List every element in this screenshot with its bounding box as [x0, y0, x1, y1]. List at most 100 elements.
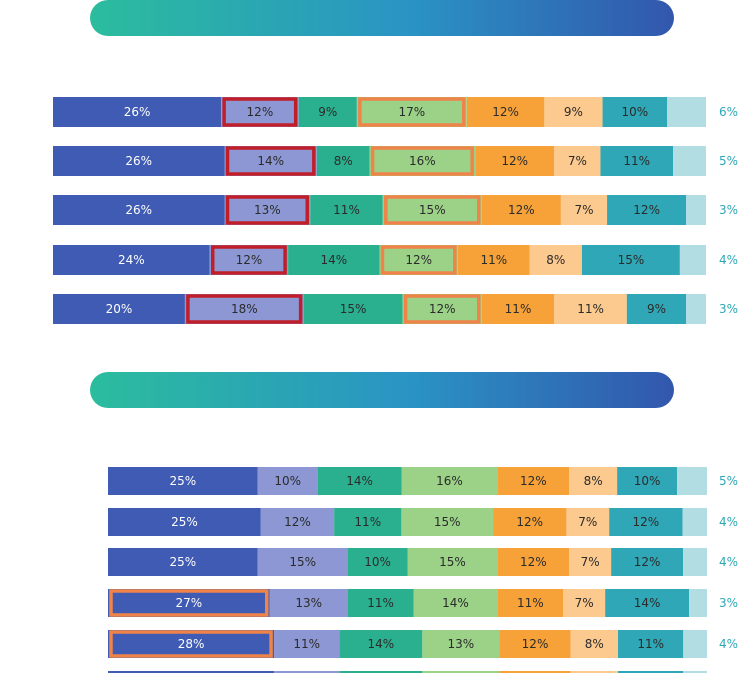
- bar-segment: [53, 97, 222, 127]
- bar-segment: [581, 245, 680, 275]
- bar-segment: [679, 245, 706, 275]
- bar-segment: [413, 589, 498, 617]
- data-label: 12%: [236, 253, 263, 267]
- bar-segment: [108, 589, 270, 617]
- bar-segment: [602, 97, 668, 127]
- bar-segment: [617, 467, 678, 495]
- highlight-box: [222, 97, 298, 127]
- bar-segment: [609, 508, 683, 536]
- data-label: 14%: [257, 154, 284, 168]
- data-label: 12%: [633, 515, 660, 529]
- bar-segment: [303, 294, 403, 324]
- data-label: 8%: [585, 637, 604, 651]
- bar-segment: [569, 548, 612, 576]
- data-label: 12%: [633, 203, 660, 217]
- bar-segment-cut: [499, 671, 571, 673]
- bar-segment: [686, 294, 706, 324]
- bar-segment: [554, 294, 627, 324]
- data-label: 24%: [118, 253, 145, 267]
- data-label: 12%: [520, 555, 547, 569]
- data-label: 12%: [501, 154, 528, 168]
- data-label: 13%: [254, 203, 281, 217]
- bar-segment: [334, 508, 402, 536]
- bar-segment: [475, 146, 555, 176]
- data-label: 10%: [622, 105, 649, 119]
- chart-2: 25% 10% 14% 16% 12% 8% 10% 5% 25% 12% 11% 15% 12% 7% 1…: [90, 372, 738, 673]
- bar-segment: [481, 294, 555, 324]
- data-label-outside: 4%: [719, 515, 738, 529]
- bar-segment: [184, 294, 304, 324]
- highlight-box: [380, 245, 457, 275]
- bar-segment: [607, 195, 687, 225]
- data-label: 11%: [367, 596, 394, 610]
- bar-segment: [53, 245, 210, 275]
- highlight-box: [109, 589, 269, 617]
- data-label-outside: 4%: [719, 253, 738, 267]
- bar-segment: [560, 195, 608, 225]
- data-label: 26%: [125, 154, 152, 168]
- data-label: 7%: [581, 555, 600, 569]
- data-label: 7%: [574, 203, 593, 217]
- bar-segment: [667, 97, 706, 127]
- bar-segment: [626, 294, 687, 324]
- data-label: 11%: [333, 203, 360, 217]
- highlight-box: [403, 294, 481, 324]
- data-label: 8%: [584, 474, 603, 488]
- data-label: 25%: [170, 555, 197, 569]
- data-label: 15%: [419, 203, 446, 217]
- data-label: 13%: [295, 596, 322, 610]
- data-label: 14%: [367, 637, 394, 651]
- bar-segment: [317, 467, 402, 495]
- data-label: 14%: [346, 474, 373, 488]
- data-label: 15%: [340, 302, 367, 316]
- data-label: 10%: [634, 474, 661, 488]
- data-label: 7%: [575, 596, 594, 610]
- data-label: 9%: [564, 105, 583, 119]
- bar-segment: [269, 589, 348, 617]
- data-label: 12%: [247, 105, 274, 119]
- bar-segment: [257, 548, 348, 576]
- bar-segment: [611, 548, 684, 576]
- bar-segment: [683, 630, 707, 658]
- data-label: 18%: [231, 302, 258, 316]
- data-label: 11%: [577, 302, 604, 316]
- bar-segment: [369, 146, 476, 176]
- bar-segment: [407, 548, 498, 576]
- bar-segment: [497, 467, 570, 495]
- chart-title-banner: [90, 372, 674, 408]
- bar-segment: [686, 195, 706, 225]
- bar-segment-cut: [683, 671, 707, 673]
- bar-segment: [497, 589, 564, 617]
- bar-segment: [422, 630, 500, 658]
- bar-segment: [566, 508, 610, 536]
- bar-segment: [677, 467, 707, 495]
- data-label-outside: 5%: [719, 154, 738, 168]
- bar-segment: [347, 589, 414, 617]
- bar-segment: [401, 467, 498, 495]
- bar-segment: [600, 146, 674, 176]
- bar-segment: [108, 548, 258, 576]
- bar-segment-cut: [422, 671, 500, 673]
- data-label: 26%: [125, 203, 152, 217]
- bar-segment: [53, 195, 225, 225]
- data-label: 9%: [318, 105, 337, 119]
- data-label: 11%: [637, 637, 664, 651]
- data-label: 20%: [106, 302, 133, 316]
- data-label-outside: 3%: [719, 596, 738, 610]
- highlight-box: [210, 245, 287, 275]
- data-label: 12%: [634, 555, 661, 569]
- data-label-outside: 4%: [719, 637, 738, 651]
- bar-segment: [402, 294, 482, 324]
- data-label: 8%: [334, 154, 353, 168]
- bar-segment: [382, 195, 482, 225]
- data-label-outside: 3%: [719, 302, 738, 316]
- bar-segment: [356, 97, 467, 127]
- data-label: 26%: [124, 105, 151, 119]
- bar-segment: [673, 146, 706, 176]
- bar-segment: [316, 146, 370, 176]
- data-label: 13%: [448, 637, 475, 651]
- bar-segment-cut: [570, 671, 619, 673]
- data-label: 12%: [284, 515, 311, 529]
- data-label: 17%: [398, 105, 425, 119]
- bar-segment: [310, 195, 383, 225]
